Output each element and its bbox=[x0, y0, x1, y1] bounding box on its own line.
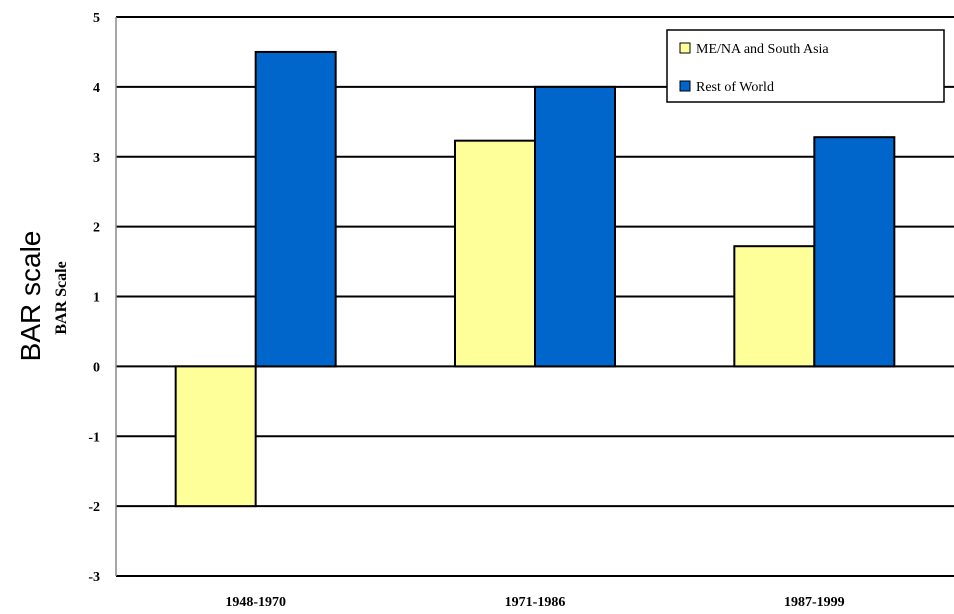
x-category-label: 1987-1999 bbox=[784, 595, 845, 610]
y-tick-label: 2 bbox=[93, 221, 100, 236]
y-tick-label: 3 bbox=[93, 151, 100, 166]
bar-mena-south-asia-1948-1970 bbox=[174, 365, 257, 508]
legend-swatch-rest bbox=[679, 80, 691, 92]
legend: ME/NA and South Asia Rest of World bbox=[666, 29, 945, 103]
legend-label-mena: ME/NA and South Asia bbox=[696, 42, 829, 57]
y-tick-labels: 5 4 3 2 1 0 -1 -2 -3 bbox=[88, 11, 100, 585]
x-category-label: 1971-1986 bbox=[505, 595, 566, 610]
legend-swatch-mena bbox=[679, 42, 691, 54]
bar-mena-south-asia-1987-1999 bbox=[733, 245, 816, 368]
y-tick-label: -3 bbox=[88, 570, 100, 585]
legend-box bbox=[666, 29, 945, 103]
y-tick-label: 0 bbox=[93, 360, 100, 375]
bar-rest-of-world-1948-1970 bbox=[254, 50, 337, 368]
x-category-labels: 1948-1970 1971-1986 1987-1999 bbox=[225, 595, 844, 610]
legend-label-rest: Rest of World bbox=[696, 80, 774, 95]
y-tick-label: 4 bbox=[93, 81, 100, 96]
y-axis-label-outer: BAR scale bbox=[15, 231, 46, 362]
bar-rest-of-world-1987-1999 bbox=[813, 136, 896, 368]
y-tick-label: -2 bbox=[88, 500, 100, 515]
x-category-label: 1948-1970 bbox=[225, 595, 286, 610]
y-tick-label: 5 bbox=[93, 11, 100, 26]
bar-rest-of-world-1971-1986 bbox=[534, 85, 616, 368]
y-tick-label: -1 bbox=[88, 430, 100, 445]
y-tick-label: 1 bbox=[93, 291, 100, 306]
bar-mena-south-asia-1971-1986 bbox=[454, 139, 536, 368]
y-axis-label: BAR Scale bbox=[53, 261, 70, 334]
bars bbox=[174, 50, 896, 508]
